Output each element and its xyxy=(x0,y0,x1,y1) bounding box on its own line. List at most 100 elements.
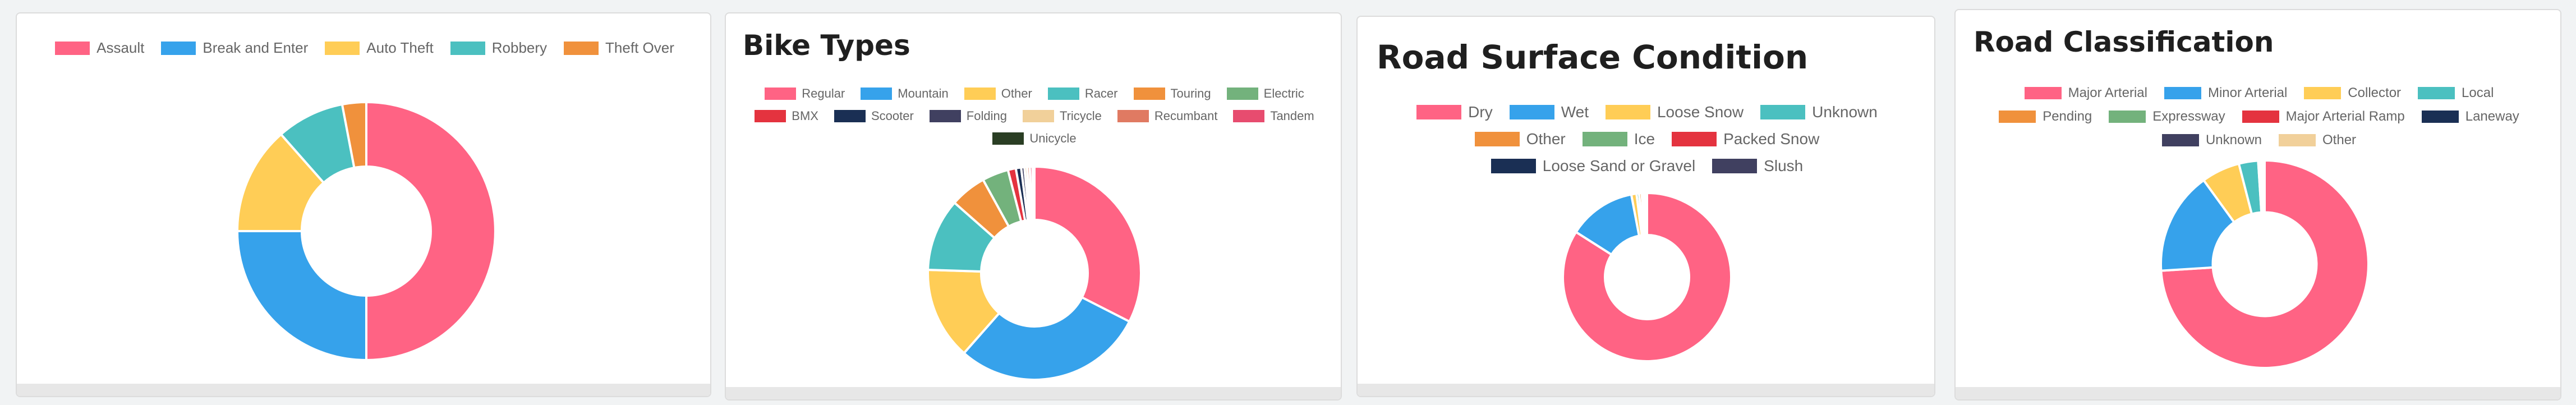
legend-item-break-and-enter[interactable]: Break and Enter xyxy=(161,39,308,57)
legend-swatch xyxy=(1474,132,1520,146)
legend-item-regular[interactable]: Regular xyxy=(765,86,845,101)
legend-swatch xyxy=(992,132,1024,145)
legend-swatch xyxy=(2279,134,2316,146)
legend-item-assault[interactable]: Assault xyxy=(55,39,144,57)
legend-item-loose-sand-or-gravel[interactable]: Loose Sand or Gravel xyxy=(1491,157,1695,175)
legend-label: Packed Snow xyxy=(1723,130,1820,148)
legend-item-scooter[interactable]: Scooter xyxy=(834,109,914,123)
donut-chart xyxy=(236,100,496,362)
legend-label: Major Arterial xyxy=(2068,85,2147,100)
legend-swatch xyxy=(964,88,996,100)
chart-legend: Regular Mountain Other Racer Touring Electric… xyxy=(743,86,1326,146)
legend-item-local[interactable]: Local xyxy=(2418,85,2494,101)
legend-label: Mountain xyxy=(898,86,949,100)
legend-item-expressway[interactable]: Expressway xyxy=(2109,109,2225,125)
legend-swatch xyxy=(929,110,961,122)
legend-swatch xyxy=(1117,110,1149,122)
legend-label: Other xyxy=(1001,86,1032,100)
legend-label: Unknown xyxy=(1812,103,1878,121)
legend-item-other[interactable]: Other xyxy=(2279,132,2356,148)
legend-item-major-arterial-ramp[interactable]: Major Arterial Ramp xyxy=(2242,109,2405,125)
legend-item-electric[interactable]: Electric xyxy=(1226,86,1304,101)
chart-legend: Dry Wet Loose Snow Unknown Other Ice Packed Sn… xyxy=(1377,103,1917,175)
legend-item-wet[interactable]: Wet xyxy=(1509,103,1589,121)
slice-break-and-enter[interactable] xyxy=(236,230,367,362)
offence-chart-card: Assault Break and Enter Auto Theft Robbery T… xyxy=(16,12,711,397)
legend-swatch xyxy=(325,41,360,55)
legend-item-dry[interactable]: Dry xyxy=(1416,103,1493,121)
legend-item-recumbant[interactable]: Recumbant xyxy=(1117,109,1217,123)
legend-label: Theft Over xyxy=(605,39,674,56)
legend-item-tricycle[interactable]: Tricycle xyxy=(1022,109,1102,123)
slice-slush[interactable] xyxy=(1645,191,1648,237)
donut-chart xyxy=(1562,191,1732,362)
legend-swatch xyxy=(1022,110,1054,122)
legend-item-packed-snow[interactable]: Packed Snow xyxy=(1672,130,1819,148)
slice-regular[interactable] xyxy=(1033,165,1142,323)
legend-item-minor-arterial[interactable]: Minor Arterial xyxy=(2164,85,2287,101)
legend-swatch xyxy=(2418,87,2455,99)
legend-label: Scooter xyxy=(871,109,914,123)
legend-item-mountain[interactable]: Mountain xyxy=(861,86,949,101)
chart-title: Road Surface Condition xyxy=(1377,38,1809,76)
legend-item-touring[interactable]: Touring xyxy=(1133,86,1211,101)
road-classification-card: Road Classification Major Arterial Minor … xyxy=(1954,9,2561,401)
legend-swatch xyxy=(1582,132,1627,146)
legend-item-racer[interactable]: Racer xyxy=(1047,86,1118,101)
legend-swatch xyxy=(1491,159,1536,173)
slice-assault[interactable] xyxy=(365,100,496,362)
legend-label: Folding xyxy=(966,109,1007,123)
legend-swatch xyxy=(1233,110,1265,122)
bike-types-card: Bike Types Regular Mountain Other Racer Tour… xyxy=(725,12,1342,401)
legend-label: Touring xyxy=(1170,86,1211,100)
legend-item-unknown[interactable]: Unknown xyxy=(2161,132,2262,148)
slice-other[interactable] xyxy=(2262,159,2266,214)
legend-label: BMX xyxy=(792,109,818,123)
legend-item-laneway[interactable]: Laneway xyxy=(2421,109,2519,125)
legend-item-collector[interactable]: Collector xyxy=(2304,85,2401,101)
chart-title: Road Classification xyxy=(1974,26,2274,58)
legend-label: Robbery xyxy=(491,39,548,56)
legend-item-folding[interactable]: Folding xyxy=(929,109,1007,123)
legend-label: Local xyxy=(2462,85,2494,100)
legend-item-major-arterial[interactable]: Major Arterial xyxy=(2024,85,2147,101)
legend-item-loose-snow[interactable]: Loose Snow xyxy=(1605,103,1744,121)
slice-major-arterial[interactable] xyxy=(2160,159,2370,369)
legend-swatch xyxy=(161,41,196,55)
legend-item-bmx[interactable]: BMX xyxy=(755,109,818,123)
legend-item-tandem[interactable]: Tandem xyxy=(1233,109,1314,123)
legend-swatch xyxy=(1672,132,1717,146)
legend-label: Assault xyxy=(96,39,145,56)
legend-swatch xyxy=(765,88,797,100)
legend-label: Wet xyxy=(1561,103,1589,121)
chart-legend: Major Arterial Minor Arterial Collector Loc… xyxy=(1974,85,2545,148)
legend-swatch xyxy=(2109,111,2146,123)
legend-item-auto-theft[interactable]: Auto Theft xyxy=(325,39,434,57)
legend-item-other[interactable]: Other xyxy=(964,86,1032,101)
slice-theft-over[interactable] xyxy=(341,100,367,169)
legend-item-slush[interactable]: Slush xyxy=(1712,157,1803,175)
chart-title: Bike Types xyxy=(743,29,910,62)
legend-swatch xyxy=(1605,105,1650,119)
legend-swatch xyxy=(1416,105,1462,119)
legend-label: Electric xyxy=(1263,86,1304,100)
legend-item-unknown[interactable]: Unknown xyxy=(1760,103,1878,121)
legend-item-robbery[interactable]: Robbery xyxy=(450,39,547,57)
legend-item-theft-over[interactable]: Theft Over xyxy=(564,39,674,57)
legend-label: Loose Sand or Gravel xyxy=(1542,157,1696,174)
legend-item-pending[interactable]: Pending xyxy=(1999,109,2092,125)
legend-label: Dry xyxy=(1468,103,1493,121)
road-surface-card: Road Surface Condition Dry Wet Loose Snow U… xyxy=(1356,16,1935,397)
slice-dry[interactable] xyxy=(1562,191,1732,362)
slice-minor-arterial[interactable] xyxy=(2160,178,2236,272)
legend-item-unicycle[interactable]: Unicycle xyxy=(992,131,1077,146)
donut-chart xyxy=(2160,159,2370,369)
legend-label: Unknown xyxy=(2205,132,2262,148)
legend-label: Regular xyxy=(802,86,845,100)
slice-unicycle[interactable] xyxy=(1031,165,1036,222)
legend-item-other[interactable]: Other xyxy=(1474,130,1566,148)
slice-mountain[interactable] xyxy=(962,296,1131,381)
legend-label: Unicycle xyxy=(1029,131,1077,145)
legend-item-ice[interactable]: Ice xyxy=(1582,130,1655,148)
legend-swatch xyxy=(1760,105,1806,119)
